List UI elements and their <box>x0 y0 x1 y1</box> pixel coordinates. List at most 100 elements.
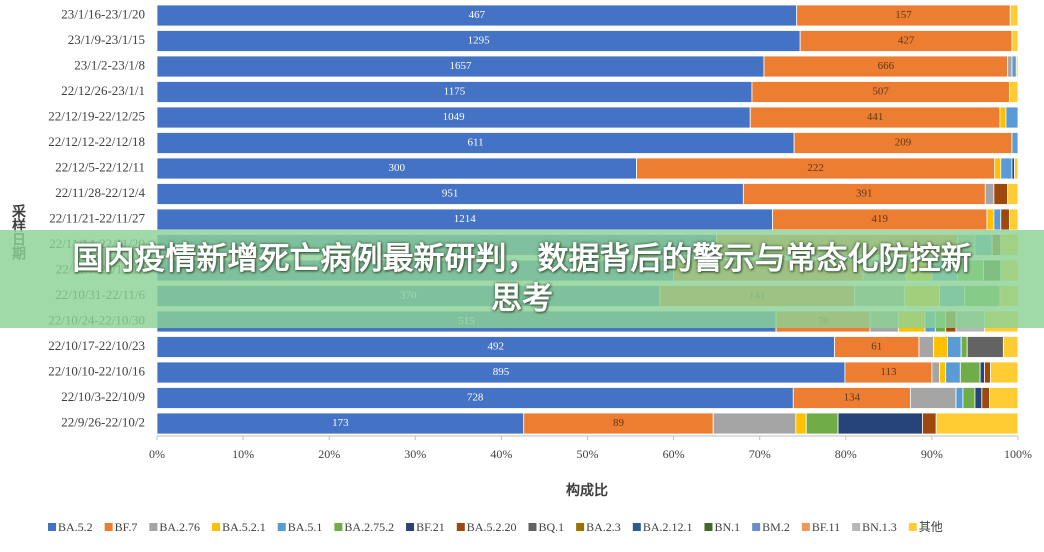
legend-label: BA.2.75.2 <box>344 520 394 534</box>
legend-label: BA.2.12.1 <box>643 520 693 534</box>
legend-swatch <box>752 523 761 531</box>
y-tick-label: 22/12/19-22/12/25 <box>48 108 145 123</box>
y-tick-label: 23/1/9-23/1/15 <box>68 32 145 47</box>
data-label: 492 <box>488 341 505 353</box>
bar-segment <box>981 387 990 409</box>
bar-segment <box>1007 183 1019 205</box>
legend-swatch <box>149 523 158 531</box>
legend-swatch <box>406 523 415 531</box>
legend-label: BA.5.2 <box>58 520 93 534</box>
bar-segment <box>1014 157 1019 180</box>
data-label: 1175 <box>444 86 466 98</box>
data-label: 951 <box>442 188 459 200</box>
bar-segment <box>993 183 1009 205</box>
bar-segment <box>1007 55 1013 78</box>
x-tick-label: 100% <box>1004 447 1032 461</box>
bar-segment <box>795 412 807 435</box>
bar-segment <box>837 412 923 435</box>
legend-swatch <box>632 523 641 531</box>
banner-title: 国内疫情新增死亡病例最新研判，数据背后的警示与常态化防控新思考 <box>72 241 972 317</box>
data-label: 173 <box>332 417 349 429</box>
x-tick-label: 0% <box>149 447 165 461</box>
data-label: 507 <box>872 86 889 98</box>
legend-swatch <box>528 523 537 531</box>
bar-segment <box>984 183 995 205</box>
legend-label: BA.2.3 <box>586 520 621 534</box>
bar-segment <box>1002 336 1019 358</box>
data-label: 1295 <box>468 35 491 47</box>
legend-swatch <box>334 523 343 531</box>
bar-segment <box>933 336 948 358</box>
data-label: 419 <box>872 213 889 225</box>
y-tick-label: 22/11/28-22/12/4 <box>55 185 145 200</box>
data-label: 666 <box>878 60 895 72</box>
bar-segment <box>939 361 947 384</box>
data-label: 300 <box>389 162 406 174</box>
bar-segment <box>922 412 937 435</box>
bar-segment <box>1000 157 1013 180</box>
bar-segment <box>1011 55 1017 78</box>
bar-segment <box>1005 106 1019 129</box>
data-label: 391 <box>856 188 873 200</box>
legend-swatch <box>104 523 113 531</box>
data-label: 611 <box>468 137 484 149</box>
bar-segment <box>1009 4 1019 27</box>
legend-label: BN.1 <box>714 520 740 534</box>
data-label: 61 <box>871 341 882 353</box>
legend-swatch <box>48 523 56 531</box>
bar-segment <box>918 336 935 358</box>
bar-segment <box>979 361 985 384</box>
legend-label: BA.5.2.20 <box>467 520 517 534</box>
x-tick-label: 20% <box>318 447 340 461</box>
y-tick-label: 22/10/17-22/10/23 <box>48 338 145 353</box>
bar-segment <box>805 412 839 435</box>
bar-segment <box>909 387 957 409</box>
bar-segment <box>712 412 797 435</box>
data-label: 89 <box>613 417 625 429</box>
x-axis-label: 构成比 <box>566 482 608 499</box>
data-label: 1049 <box>443 111 466 123</box>
y-tick-label: 22/10/3-22/10/9 <box>61 389 145 404</box>
legend-swatch <box>908 523 917 531</box>
bar-segment <box>1011 30 1019 52</box>
bar-segment <box>999 106 1007 129</box>
bar-segment <box>990 361 1019 384</box>
legend-label: BA.5.2.1 <box>222 520 266 534</box>
legend-swatch <box>456 523 465 531</box>
legend-swatch <box>801 523 810 531</box>
legend-label: BA.5.1 <box>288 520 323 534</box>
legend-label: BF.21 <box>416 520 445 534</box>
legend-swatch <box>277 523 286 531</box>
data-label: 1657 <box>450 60 473 72</box>
bar-segment <box>1008 81 1019 103</box>
data-label: 427 <box>898 35 915 47</box>
bar-segment <box>959 361 981 384</box>
bar-segment <box>962 387 976 409</box>
x-tick-label: 70% <box>749 447 771 461</box>
bar-segment <box>931 361 941 384</box>
x-tick-label: 30% <box>404 447 426 461</box>
y-tick-label: 22/12/5-22/12/11 <box>55 159 145 174</box>
bar-segment <box>946 336 962 358</box>
y-tick-label: 23/1/16-23/1/20 <box>61 6 145 21</box>
y-tick-label: 22/9/26-22/10/2 <box>61 414 145 429</box>
bar-segment <box>960 336 968 358</box>
legend-label: BQ.1 <box>538 520 564 534</box>
data-label: 222 <box>807 162 824 174</box>
x-tick-label: 50% <box>577 447 599 461</box>
bar-segment <box>974 387 983 409</box>
legend-swatch <box>576 523 585 531</box>
data-label: 895 <box>493 366 510 378</box>
legend-swatch <box>212 523 221 531</box>
data-label: 157 <box>895 9 912 21</box>
bar-segment <box>935 412 1019 435</box>
bar-segment <box>994 157 1002 180</box>
data-label: 209 <box>895 137 912 149</box>
bar-segment <box>966 336 1004 358</box>
y-tick-label: 22/12/12-22/12/18 <box>48 134 145 149</box>
bar-segment <box>989 387 1019 409</box>
data-label: 134 <box>844 392 861 404</box>
bar-segment <box>945 361 961 384</box>
x-tick-label: 40% <box>490 447 512 461</box>
legend-swatch <box>852 523 861 531</box>
